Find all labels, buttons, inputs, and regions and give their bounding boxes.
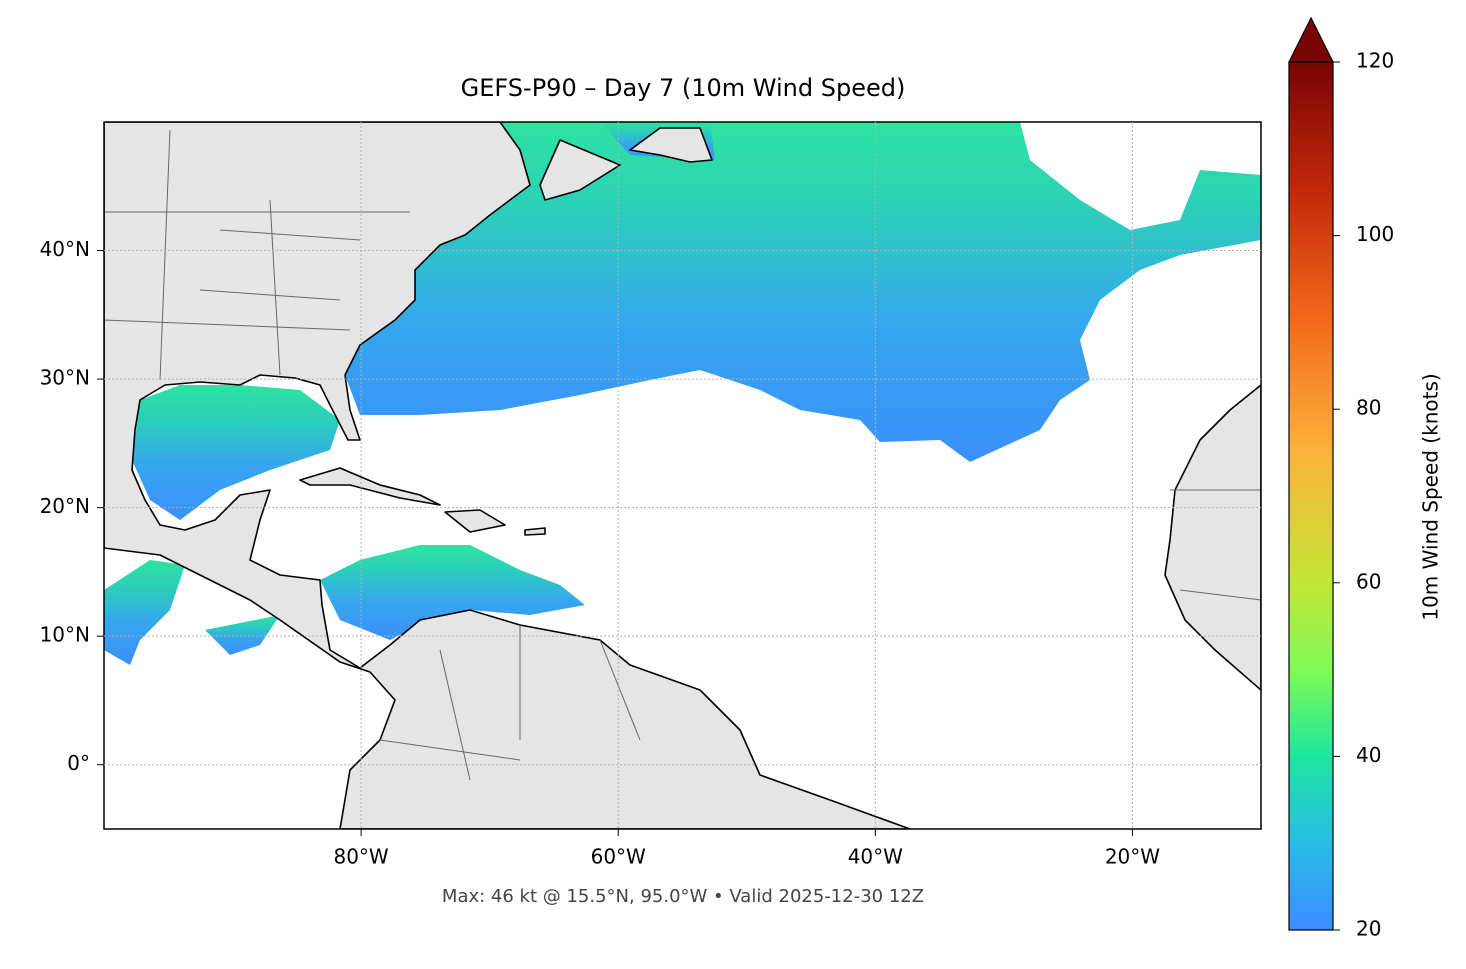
colorbar-frame xyxy=(1288,61,1334,931)
wind-field xyxy=(345,122,1261,462)
x-tick-label: 40°W xyxy=(848,845,903,869)
land xyxy=(1164,384,1261,691)
colorbar-extend xyxy=(1288,16,1334,63)
x-tick-label: 60°W xyxy=(591,845,646,869)
wind-field xyxy=(132,385,340,520)
land xyxy=(104,122,911,829)
colorbar-tick-label: 60 xyxy=(1356,569,1381,593)
colorbar-label: 10m Wind Speed (knots) xyxy=(1419,373,1443,620)
colorbar-tick-label: 20 xyxy=(1356,917,1381,941)
y-tick-label: 30°N xyxy=(40,366,90,390)
land xyxy=(539,139,621,201)
colorbar-tick-label: 80 xyxy=(1356,396,1381,420)
colorbar-tick-label: 120 xyxy=(1356,49,1394,73)
colorbar-tick-label: 40 xyxy=(1356,743,1381,767)
annotation: Max: 46 kt @ 15.5°N, 95.0°W • Valid 2025… xyxy=(442,886,924,907)
land xyxy=(444,509,506,533)
x-tick-label: 20°W xyxy=(1105,845,1160,869)
land xyxy=(524,527,546,536)
plot-frame xyxy=(103,121,1262,830)
border xyxy=(104,129,1261,781)
land xyxy=(299,467,441,506)
wind-field xyxy=(205,615,280,655)
x-tick-label: 80°W xyxy=(333,845,388,869)
y-tick-label: 40°N xyxy=(40,237,90,261)
y-tick-label: 10°N xyxy=(40,623,90,647)
chart-title: GEFS-P90 – Day 7 (10m Wind Speed) xyxy=(461,74,906,102)
y-tick-label: 0° xyxy=(67,751,90,775)
y-tick-label: 20°N xyxy=(40,494,90,518)
colorbar-tick-label: 100 xyxy=(1356,222,1394,246)
wind-field xyxy=(320,545,585,640)
land xyxy=(629,127,713,163)
map xyxy=(104,122,1261,829)
wind-field xyxy=(104,560,185,665)
colorbar xyxy=(1289,62,1333,930)
